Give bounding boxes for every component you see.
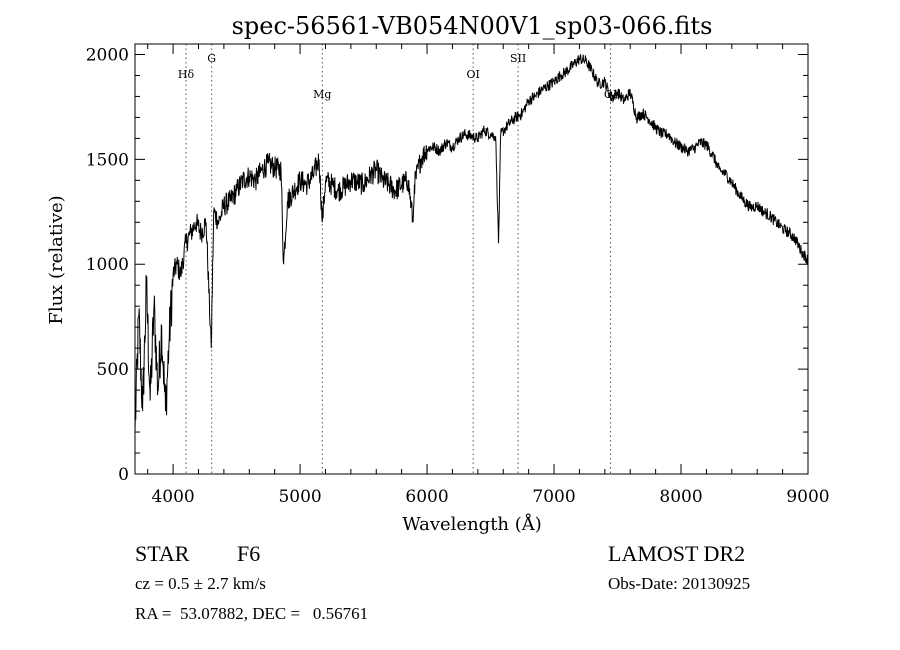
object-class: STAR: [135, 541, 190, 566]
x-tick-label: 5000: [278, 487, 321, 507]
x-axis-label: Wavelength (Å): [402, 513, 542, 535]
spectral-line-label: OI: [466, 68, 479, 81]
x-tick-label: 7000: [532, 487, 575, 507]
y-tick-label: 1500: [86, 150, 129, 170]
spectral-line-label: G: [207, 52, 216, 65]
x-axis-ticks: 4000 5000 6000 7000 8000 9000: [147, 44, 830, 507]
x-tick-label: 4000: [151, 487, 194, 507]
y-tick-label: 0: [118, 465, 129, 485]
x-tick-label: 8000: [659, 487, 702, 507]
spectrum-series-line: [134, 53, 809, 433]
x-tick-label: 6000: [405, 487, 448, 507]
plot-area: [134, 53, 809, 433]
y-axis-ticks: 0 500 1000 1500 2000: [86, 45, 808, 485]
survey-name: LAMOST DR2: [608, 541, 746, 566]
x-tick-label: 9000: [786, 487, 829, 507]
y-tick-label: 500: [97, 360, 129, 380]
plot-frame: [134, 43, 809, 475]
object-subclass: F6: [237, 541, 261, 566]
chart-title: spec-56561-VB054N00V1_sp03-066.fits: [232, 12, 713, 40]
spectral-line-label: Hδ: [178, 68, 195, 81]
observation-date: Obs-Date: 20130925: [608, 574, 751, 593]
spectral-line-label: SII: [510, 52, 526, 65]
y-tick-label: 2000: [86, 45, 129, 65]
spectral-line-label: Mg: [313, 88, 331, 101]
y-axis-label: Flux (relative): [46, 195, 67, 324]
coordinates-line: RA = 53.07882, DEC = 0.56761: [135, 604, 369, 623]
y-tick-label: 1000: [86, 255, 129, 275]
redshift-line: cz = 0.5 ± 2.7 km/s: [135, 574, 266, 593]
